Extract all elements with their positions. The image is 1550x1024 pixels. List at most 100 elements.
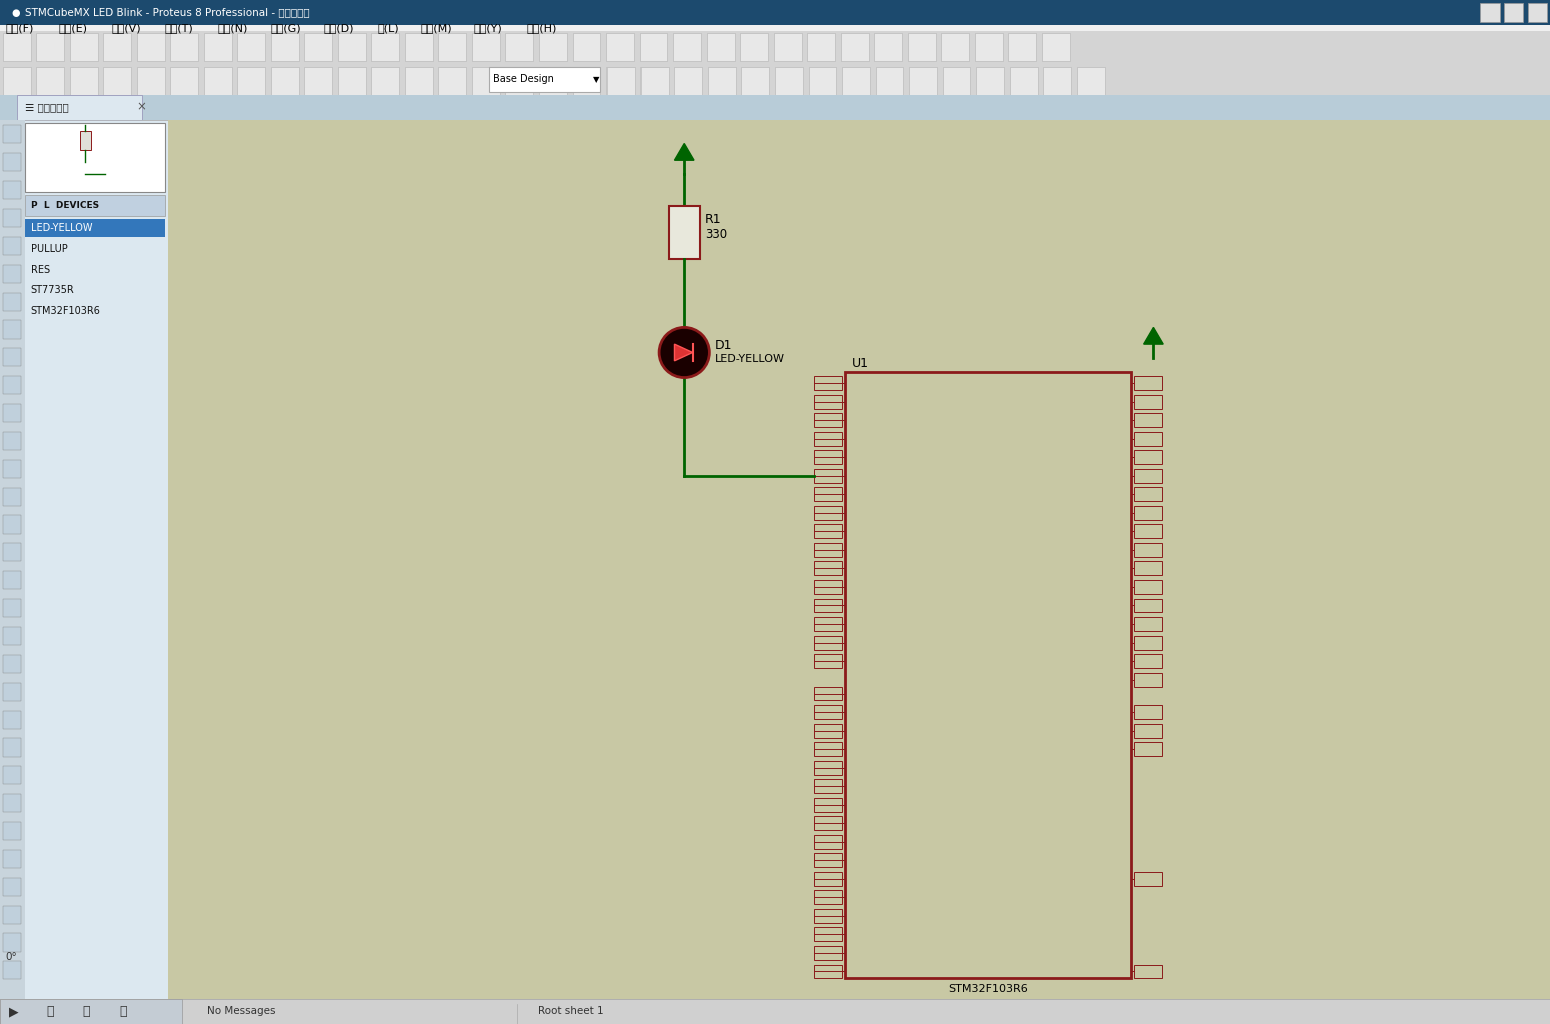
Text: PA12: PA12 xyxy=(849,600,873,610)
Bar xyxy=(1135,724,1162,737)
Text: PC7: PC7 xyxy=(1108,526,1127,537)
Text: 25: 25 xyxy=(1142,489,1153,499)
Bar xyxy=(1135,394,1162,409)
Text: 3: 3 xyxy=(1145,656,1150,666)
Text: 40: 40 xyxy=(1142,564,1153,572)
Text: 15: 15 xyxy=(823,397,834,407)
Polygon shape xyxy=(674,143,694,160)
Bar xyxy=(3,795,22,812)
Text: PC14-OSC32_IN: PC14-OSC32_IN xyxy=(1051,655,1127,667)
Bar xyxy=(874,34,902,61)
Bar xyxy=(1135,543,1162,557)
Bar xyxy=(3,321,22,339)
Text: 库(L): 库(L) xyxy=(377,23,398,33)
Bar xyxy=(814,598,842,612)
Text: 设计(N): 设计(N) xyxy=(219,23,248,33)
Text: PA2: PA2 xyxy=(849,415,868,425)
Bar xyxy=(1135,432,1162,445)
Text: 8: 8 xyxy=(1145,397,1150,407)
Bar xyxy=(3,34,31,61)
Text: PC0: PC0 xyxy=(1108,396,1127,407)
Text: ⏸: ⏸ xyxy=(82,1005,90,1018)
Bar xyxy=(3,404,22,422)
Bar xyxy=(814,891,842,904)
Bar xyxy=(3,738,22,757)
Bar xyxy=(814,928,842,941)
Text: PB2: PB2 xyxy=(849,726,868,735)
Bar xyxy=(814,617,842,631)
Text: 5: 5 xyxy=(1145,708,1150,717)
Bar xyxy=(814,853,842,867)
Bar xyxy=(1504,3,1524,23)
Bar xyxy=(1135,598,1162,612)
Bar xyxy=(3,571,22,590)
Text: 62: 62 xyxy=(823,856,834,865)
Text: STM32F103R6: STM32F103R6 xyxy=(31,306,101,316)
Bar xyxy=(205,67,232,95)
Bar xyxy=(3,125,22,143)
Text: ▶: ▶ xyxy=(9,1005,19,1018)
Bar xyxy=(237,67,265,95)
Bar xyxy=(814,561,842,575)
Bar xyxy=(3,487,22,506)
Text: PC5: PC5 xyxy=(1108,489,1127,500)
Bar xyxy=(1528,3,1547,23)
Bar xyxy=(3,599,22,617)
Bar xyxy=(0,0,1550,25)
Text: PB11: PB11 xyxy=(849,892,874,902)
Bar xyxy=(1077,67,1105,95)
Bar xyxy=(814,394,842,409)
Text: 7: 7 xyxy=(1145,379,1150,388)
Text: PA3: PA3 xyxy=(849,434,866,443)
Bar xyxy=(539,67,567,95)
Bar xyxy=(1135,636,1162,649)
Bar xyxy=(0,120,167,999)
Bar xyxy=(3,627,22,645)
Bar xyxy=(809,67,837,95)
Bar xyxy=(814,506,842,520)
Bar xyxy=(3,544,22,561)
Bar xyxy=(3,293,22,310)
Bar xyxy=(1135,706,1162,719)
Text: 39: 39 xyxy=(1142,546,1153,554)
Bar xyxy=(908,34,936,61)
Bar xyxy=(1480,3,1500,23)
Text: PC15-OSC32_OUT: PC15-OSC32_OUT xyxy=(1040,674,1127,685)
Text: PB8: PB8 xyxy=(849,837,868,847)
Bar xyxy=(814,469,842,482)
Bar xyxy=(0,31,1550,65)
Text: 编辑(E): 编辑(E) xyxy=(59,23,88,33)
Text: 330: 330 xyxy=(705,228,727,242)
Bar xyxy=(473,34,501,61)
Bar xyxy=(1135,742,1162,756)
Text: 29: 29 xyxy=(823,874,834,884)
Bar xyxy=(842,67,870,95)
Bar xyxy=(0,999,181,1024)
Bar xyxy=(814,871,842,886)
Bar xyxy=(0,999,1550,1024)
Text: 36: 36 xyxy=(823,967,834,976)
Bar xyxy=(606,34,634,61)
Text: ☰ 原理图绘制: ☰ 原理图绘制 xyxy=(25,102,68,113)
Bar xyxy=(814,487,842,502)
Text: PA14: PA14 xyxy=(849,638,873,647)
Bar xyxy=(36,34,64,61)
Text: 34: 34 xyxy=(823,930,834,939)
Text: PULLUP: PULLUP xyxy=(31,244,68,254)
Text: PA7: PA7 xyxy=(849,508,868,518)
Bar xyxy=(814,965,842,979)
Text: PA15: PA15 xyxy=(849,656,873,666)
Text: 60: 60 xyxy=(1142,967,1153,976)
Text: ST7735R: ST7735R xyxy=(31,286,74,296)
Bar xyxy=(3,460,22,478)
Bar xyxy=(3,878,22,896)
Bar xyxy=(372,67,400,95)
Bar xyxy=(814,779,842,794)
Text: ⏵: ⏵ xyxy=(46,1005,54,1018)
Bar xyxy=(1009,67,1037,95)
Text: PB5: PB5 xyxy=(849,781,868,792)
Text: 17: 17 xyxy=(823,434,834,443)
Text: 27: 27 xyxy=(823,708,834,717)
Bar xyxy=(976,67,1004,95)
Bar xyxy=(3,237,22,255)
